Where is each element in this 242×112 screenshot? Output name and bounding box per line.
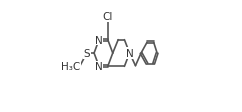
Text: Cl: Cl [103,12,113,22]
Text: N: N [95,35,103,45]
Text: N: N [95,62,103,72]
Text: N: N [126,49,133,58]
Text: H₃C: H₃C [61,61,80,71]
Text: S: S [83,49,90,58]
